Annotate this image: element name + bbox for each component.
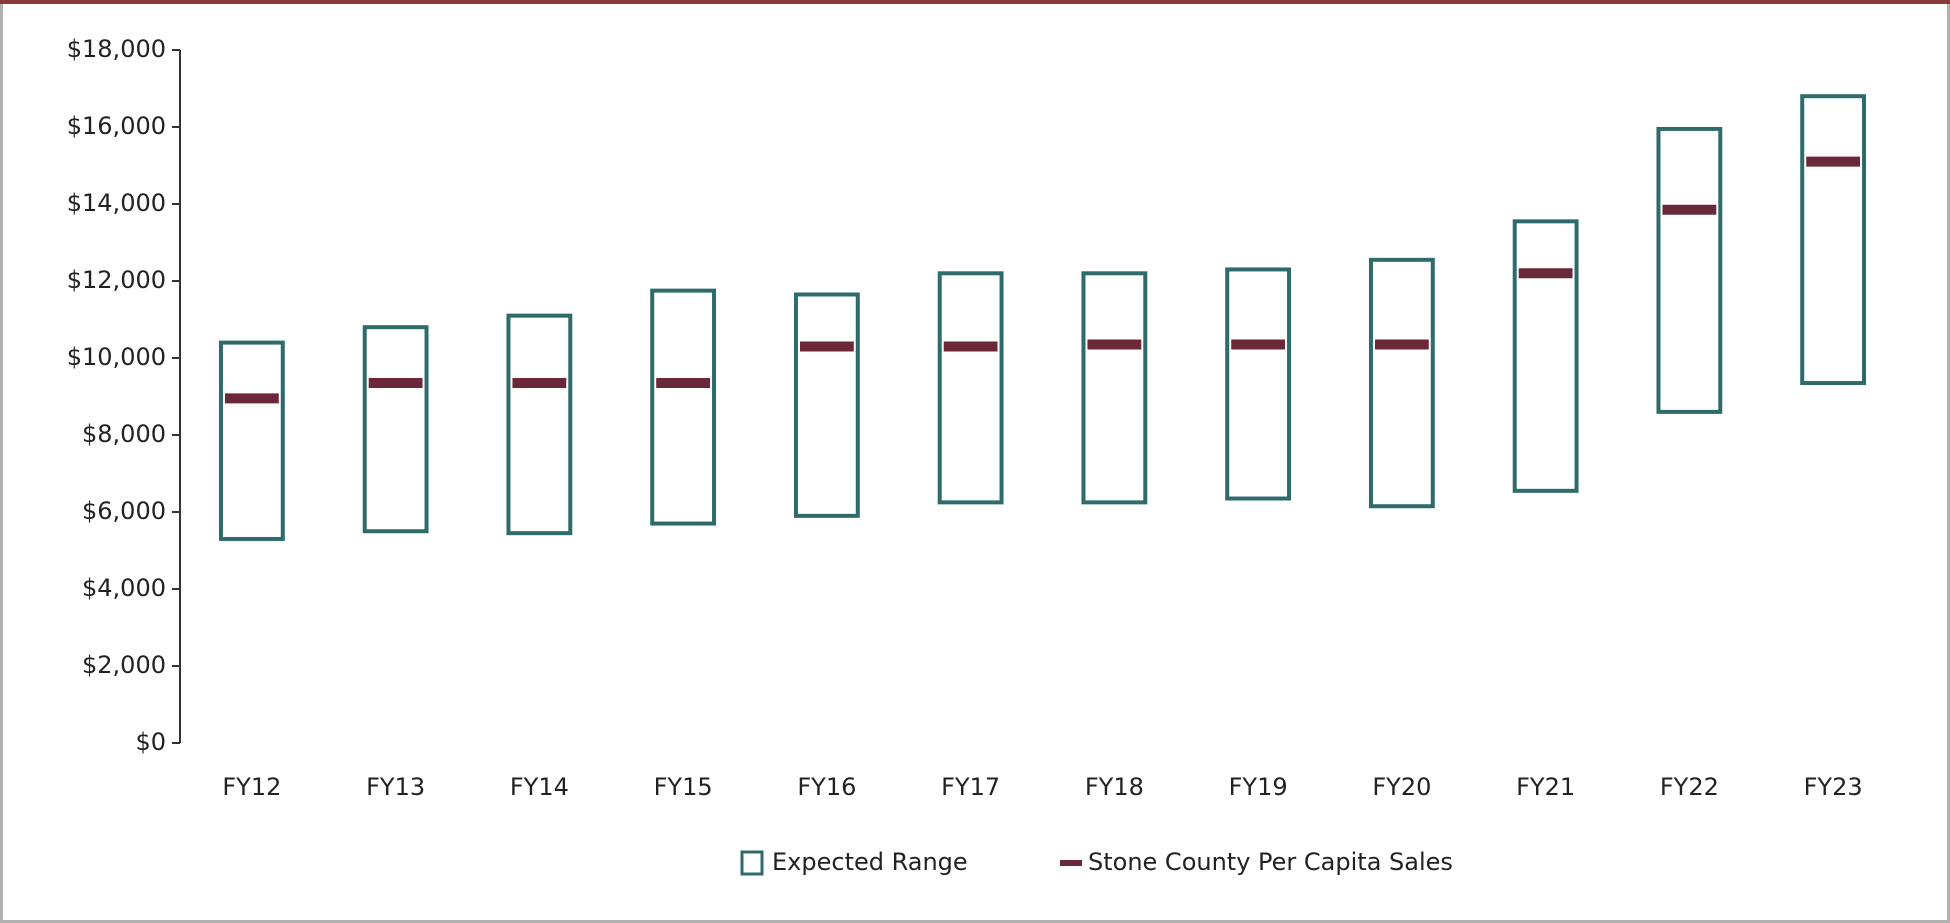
y-tick-label: $0 [135,728,166,756]
x-tick-label: FY15 [654,773,713,801]
legend-label: Expected Range [772,848,968,876]
x-tick-label: FY23 [1804,773,1863,801]
y-tick-label: $6,000 [82,497,166,525]
range-box [362,325,429,534]
x-tick-label: FY22 [1660,773,1719,801]
y-tick-label: $2,000 [82,651,166,679]
x-tick-label: FY14 [510,773,569,801]
range-box [650,288,717,526]
range-box [218,340,285,541]
x-tick-label: FY16 [797,773,856,801]
x-tick-label: FY12 [222,773,281,801]
x-tick-label: FY17 [941,773,1000,801]
y-tick-label: $4,000 [82,574,166,602]
range-box [506,313,573,536]
range-box [1225,267,1292,501]
y-tick-label: $16,000 [67,112,166,140]
range-box [937,271,1004,505]
x-tick-label: FY20 [1372,773,1431,801]
range-box [1656,126,1723,414]
legend-swatch [740,850,764,876]
x-tick-label: FY18 [1085,773,1144,801]
range-box [1512,219,1579,493]
range-box [793,292,860,518]
y-tick-label: $12,000 [67,266,166,294]
range-box [1800,94,1867,386]
legend-label: Stone County Per Capita Sales [1088,848,1453,876]
x-tick-label: FY19 [1229,773,1288,801]
range-box [1368,257,1435,509]
y-tick-label: $8,000 [82,420,166,448]
y-tick-label: $14,000 [67,189,166,217]
range-box [1081,271,1148,505]
y-tick-label: $18,000 [67,35,166,63]
y-tick-label: $10,000 [67,343,166,371]
x-tick-label: FY21 [1516,773,1575,801]
x-tick-label: FY13 [366,773,425,801]
